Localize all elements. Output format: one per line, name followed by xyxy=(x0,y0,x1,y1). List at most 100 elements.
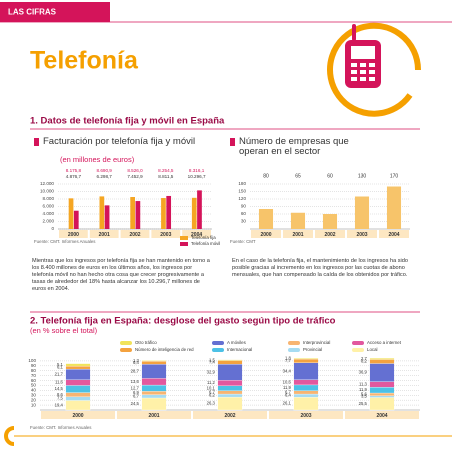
value-label: 3,5 xyxy=(361,394,367,399)
y-tick-label: 0 xyxy=(51,226,54,231)
value-label: 8,2 xyxy=(361,359,367,364)
value-label: 80 xyxy=(263,173,269,179)
y-tick-label: 100 xyxy=(28,358,36,363)
x-tick-label: 2002 xyxy=(129,232,140,238)
value-label: 6,7 xyxy=(209,390,215,395)
x-tick-label: 2004 xyxy=(191,232,202,238)
value-label: 10.296,7 xyxy=(188,174,206,179)
value-label: 19,4 xyxy=(55,402,64,407)
value-label: 60 xyxy=(327,173,333,179)
value-label: 26,1 xyxy=(283,401,292,406)
y-tick-label: 6.000 xyxy=(43,204,55,209)
value-label: 8.254,5 xyxy=(158,168,174,173)
y-tick-label: 10 xyxy=(31,402,37,407)
x-tick-label: 2002 xyxy=(324,232,335,238)
bar-segment xyxy=(369,387,395,394)
value-label: 11,9 xyxy=(359,387,368,392)
value-label: 11,2 xyxy=(207,380,216,385)
value-label: 34,4 xyxy=(283,368,292,373)
category-band xyxy=(269,411,343,419)
value-label: 6.298,7 xyxy=(97,174,113,179)
chart-bullet xyxy=(230,138,235,146)
phone-keys xyxy=(351,63,375,81)
y-tick-label: 180 xyxy=(238,181,246,186)
source-note: Fuente: CMT. Informes Anuales xyxy=(30,425,92,430)
legend-swatch xyxy=(212,348,224,352)
legend-label: Internacional xyxy=(227,347,252,352)
value-label: 6,2 xyxy=(209,393,215,398)
category-band xyxy=(89,230,119,238)
value-label: 8.316,1 xyxy=(189,168,205,173)
section-title: 2. Telefonía fija en España: desglose de… xyxy=(30,316,336,327)
x-tick-label: 2003 xyxy=(160,232,171,238)
value-label: 8.690,9 xyxy=(97,168,113,173)
legend-label: Número de inteligencia de red xyxy=(135,347,194,352)
value-label: 4.876,7 xyxy=(66,174,82,179)
y-tick-label: 90 xyxy=(241,204,247,209)
header: LAS CIFRAS xyxy=(8,8,57,17)
x-tick-label: 2004 xyxy=(388,232,399,238)
phone-antenna xyxy=(352,24,356,41)
value-label: 8.811,5 xyxy=(158,174,173,179)
legend-label: Acceso a internet xyxy=(367,340,402,345)
icon-ring xyxy=(327,22,422,117)
y-tick-label: 10.000 xyxy=(40,189,54,194)
bar xyxy=(73,210,79,229)
value-label: 6,4 xyxy=(285,393,291,398)
bar-segment xyxy=(141,391,167,395)
bar-segment xyxy=(369,397,395,411)
bar xyxy=(386,186,402,229)
bar-segment xyxy=(369,359,395,364)
bar-segment xyxy=(217,380,243,386)
bar-segment xyxy=(141,361,167,365)
y-tick-label: 70 xyxy=(31,373,37,378)
bar-segment xyxy=(65,392,91,397)
bar-segment xyxy=(217,393,243,398)
chart-subtitle: (en millones de euros) xyxy=(60,155,135,164)
y-tick-label: 8.000 xyxy=(43,196,55,201)
y-tick-label: 12.000 xyxy=(40,181,54,186)
y-tick-label: 30 xyxy=(31,392,37,397)
bar-segment xyxy=(293,393,319,398)
bar xyxy=(161,198,166,229)
legend-swatch xyxy=(120,341,132,345)
value-label: 1,5 xyxy=(209,357,215,362)
phone-screen xyxy=(351,46,375,59)
bar xyxy=(104,205,110,229)
value-label: 7,4 xyxy=(209,359,215,364)
legend-swatch xyxy=(212,341,224,345)
paragraph: En el caso de la telefonía fija, el mant… xyxy=(232,258,408,278)
bar-segment xyxy=(369,363,395,382)
value-label: 36,9 xyxy=(359,370,368,375)
chart-title: Facturación por telefonía fija y móvil xyxy=(43,136,196,147)
legend-swatch xyxy=(288,341,300,345)
y-tick-label: 150 xyxy=(238,189,246,194)
header-band xyxy=(0,2,110,22)
bar-segment xyxy=(293,384,319,391)
bar-segment xyxy=(217,363,243,381)
bar-segment xyxy=(293,379,319,386)
category-band xyxy=(345,411,419,419)
bar-segment xyxy=(217,360,243,365)
y-tick-label: 2.000 xyxy=(43,219,55,224)
bar xyxy=(166,195,172,229)
legend-label: Telefonía fija xyxy=(191,235,216,240)
legend-swatch xyxy=(120,348,132,352)
bar xyxy=(322,214,338,229)
x-tick-label: 2002 xyxy=(224,413,235,419)
bar xyxy=(130,197,135,229)
bar-segment xyxy=(141,364,167,379)
chart-bullet xyxy=(34,138,39,146)
value-label: 11,9 xyxy=(283,385,292,390)
value-label: 13,6 xyxy=(131,379,140,384)
x-tick-label: 2003 xyxy=(300,413,311,419)
value-label: 6,9 xyxy=(133,390,139,395)
value-label: 6,1 xyxy=(57,365,63,370)
legend-label: Otro tráfico xyxy=(135,340,157,345)
value-label: 65 xyxy=(295,173,301,179)
y-tick-label: 4.000 xyxy=(43,211,55,216)
bar-segment xyxy=(217,385,243,391)
value-label: 1,8 xyxy=(285,356,291,361)
